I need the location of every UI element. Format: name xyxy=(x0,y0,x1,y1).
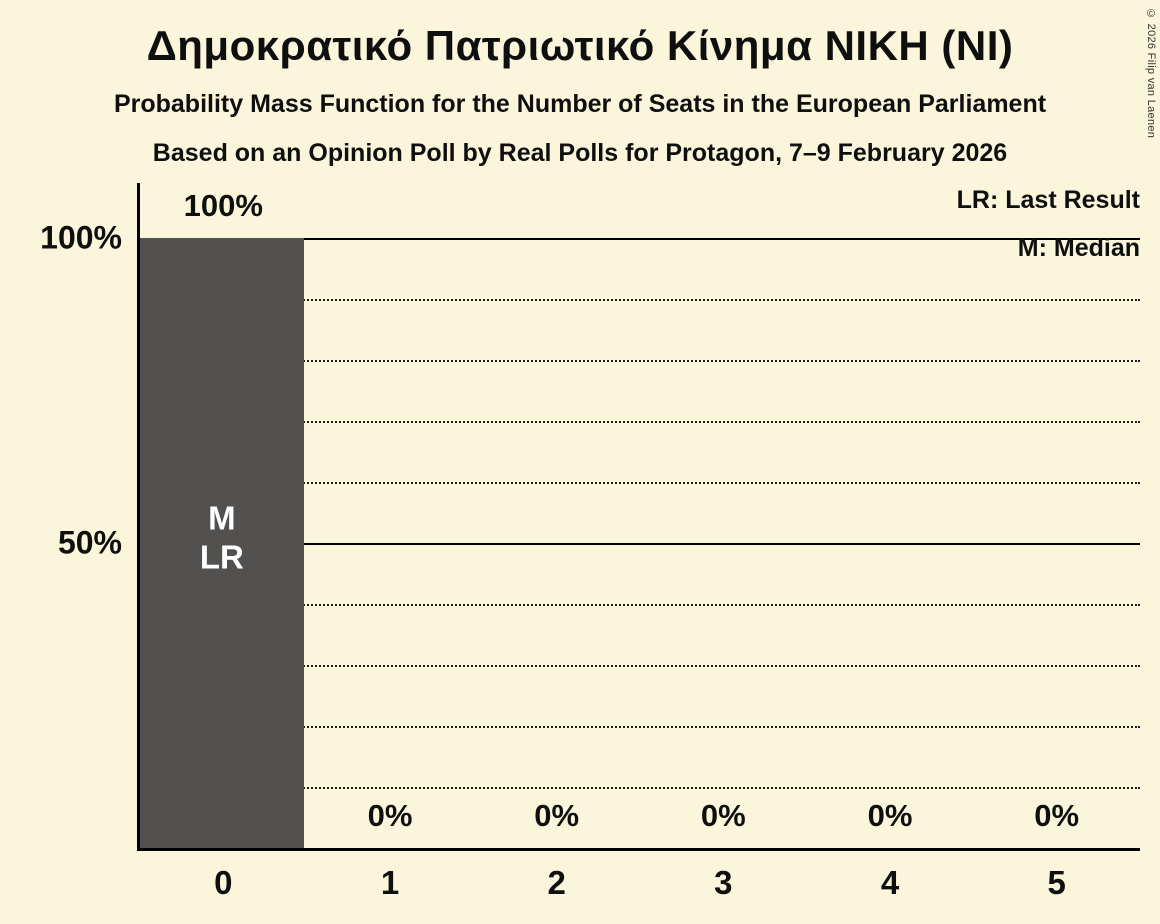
gridline-solid-50 xyxy=(140,543,1140,545)
gridline-dotted-30 xyxy=(140,665,1140,667)
y-tick-100: 100% xyxy=(40,219,122,256)
gridline-dotted-80 xyxy=(140,360,1140,362)
x-axis-labels: 0 1 2 3 4 5 xyxy=(140,864,1140,902)
y-tick-50: 50% xyxy=(57,524,122,561)
legend-last-result: LR: Last Result xyxy=(956,186,1140,214)
x-axis xyxy=(137,848,1140,851)
value-label-3: 0% xyxy=(700,798,746,833)
x-tick-0: 0 xyxy=(214,864,233,901)
gridline-dotted-20 xyxy=(140,726,1140,728)
gridline-solid-100 xyxy=(140,238,1140,240)
value-label-1: 0% xyxy=(367,798,413,833)
chart-title: Δημοκρατικό Πατριωτικό Κίνημα ΝΙΚΗ (ΝΙ) xyxy=(146,22,1014,69)
chart-source-line: Based on an Opinion Poll by Real Polls f… xyxy=(152,139,1008,167)
x-tick-2: 2 xyxy=(547,864,566,901)
x-tick-4: 4 xyxy=(880,864,900,901)
x-tick-3: 3 xyxy=(714,864,733,901)
x-tick-1: 1 xyxy=(380,864,400,901)
value-label-0: 100% xyxy=(183,188,263,223)
gridline-dotted-90 xyxy=(140,299,1140,301)
value-label-5: 0% xyxy=(1034,798,1080,833)
gridline-dotted-40 xyxy=(140,604,1140,606)
value-label-4: 0% xyxy=(867,798,913,833)
y-axis xyxy=(137,183,140,851)
copyright-notice: © 2026 Filip van Laenen xyxy=(1145,8,1157,139)
plot-area: M LR 100% 0% 0% 0% 0% 0% xyxy=(137,183,1140,851)
x-tick-5: 5 xyxy=(1047,864,1066,901)
gridline-dotted-10 xyxy=(140,787,1140,789)
gridline-dotted-60 xyxy=(140,482,1140,484)
chart-subtitle: Probability Mass Function for the Number… xyxy=(113,90,1047,118)
legend-median: M: Median xyxy=(1017,234,1140,262)
value-label-2: 0% xyxy=(534,798,580,833)
gridline-dotted-70 xyxy=(140,421,1140,423)
bar-seats-0: M LR xyxy=(140,238,304,848)
y-axis-labels: 100% 50% xyxy=(0,220,122,848)
bar-annotation-0: M LR xyxy=(199,499,244,576)
